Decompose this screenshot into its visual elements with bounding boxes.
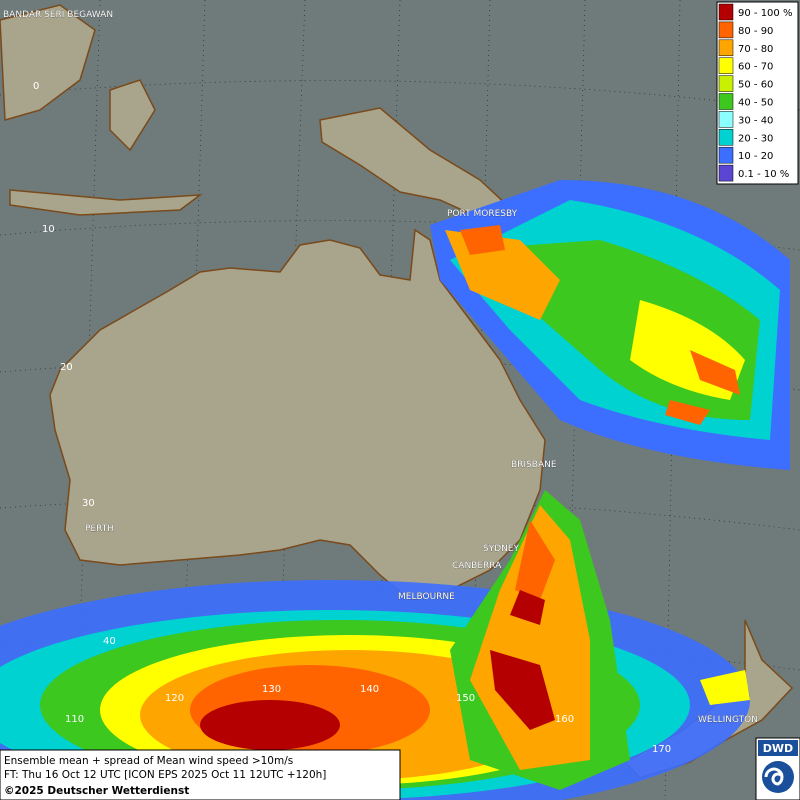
legend-swatch: [718, 164, 734, 182]
city-label: WELLINGTON: [698, 715, 758, 725]
logo: DWD: [755, 737, 800, 800]
city-label: BANDAR SERI BEGAWAN: [3, 10, 113, 20]
footer-box: [0, 749, 401, 800]
latitude-label: 10: [42, 224, 55, 235]
longitude-label: 150: [456, 693, 475, 704]
logo-text: DWD: [763, 742, 793, 755]
city-label: MELBOURNE: [398, 592, 455, 602]
city-label: BRISBANE: [511, 460, 557, 470]
legend-swatch: [718, 93, 734, 110]
latitude-label: 20: [60, 362, 73, 373]
longitude-label: 140: [360, 684, 379, 695]
legend-swatch: [718, 57, 734, 74]
legend-swatch: [718, 3, 734, 21]
legend: 90 - 100 % 80 - 90 70 - 80 60 - 70 50 - 60 40…: [716, 1, 799, 185]
logo-bar: [758, 740, 798, 756]
footer: Ensemble mean + spread of Mean wind spee…: [0, 749, 401, 800]
legend-swatch: [718, 75, 734, 92]
legend-label: 90 - 100 %: [738, 8, 792, 19]
longitude-label: 170: [652, 744, 671, 755]
legend-swatch: [718, 39, 734, 57]
legend-label: 0.1 - 10 %: [738, 169, 789, 180]
footer-line: Ensemble mean + spread of Mean wind spee…: [4, 755, 293, 767]
legend-swatch: [718, 111, 734, 128]
latitude-label: 0: [33, 81, 39, 92]
legend-swatch: [718, 21, 734, 39]
city-label: PERTH: [85, 524, 114, 534]
city-label: SYDNEY: [483, 544, 520, 554]
footer-line: FT: Thu 16 Oct 12 UTC [ICON EPS 2025 Oct…: [4, 769, 326, 781]
city-label: CANBERRA: [452, 561, 502, 571]
city-labels: BANDAR SERI BEGAWAN PORT MORESBY BRISBAN…: [3, 10, 758, 725]
city-label: PORT MORESBY: [447, 209, 518, 219]
probability-shading: [0, 180, 790, 800]
latitude-label: 40: [103, 636, 116, 647]
legend-label: 10 - 20: [738, 151, 773, 162]
latitude-label: 30: [82, 498, 95, 509]
longitude-label: 110: [65, 714, 84, 725]
legend-label: 30 - 40: [738, 115, 773, 126]
legend-label: 40 - 50: [738, 98, 773, 109]
legend-label: 70 - 80: [738, 44, 773, 55]
longitude-label: 130: [262, 684, 281, 695]
legend-label: 50 - 60: [738, 80, 773, 91]
logo-swirl: [764, 767, 784, 786]
legend-swatch: [718, 129, 734, 146]
longitude-label: 120: [165, 693, 184, 704]
footer-line: ©2025 Deutscher Wetterdienst: [4, 785, 189, 797]
longitude-label: 160: [555, 714, 574, 725]
legend-label: 60 - 70: [738, 62, 773, 73]
legend-label: 80 - 90: [738, 26, 773, 37]
graticule-labels: 0 10 20 30 40 110 120 130 140 150 160 17…: [33, 81, 671, 755]
legend-swatch: [718, 146, 734, 164]
legend-label: 20 - 30: [738, 133, 773, 144]
